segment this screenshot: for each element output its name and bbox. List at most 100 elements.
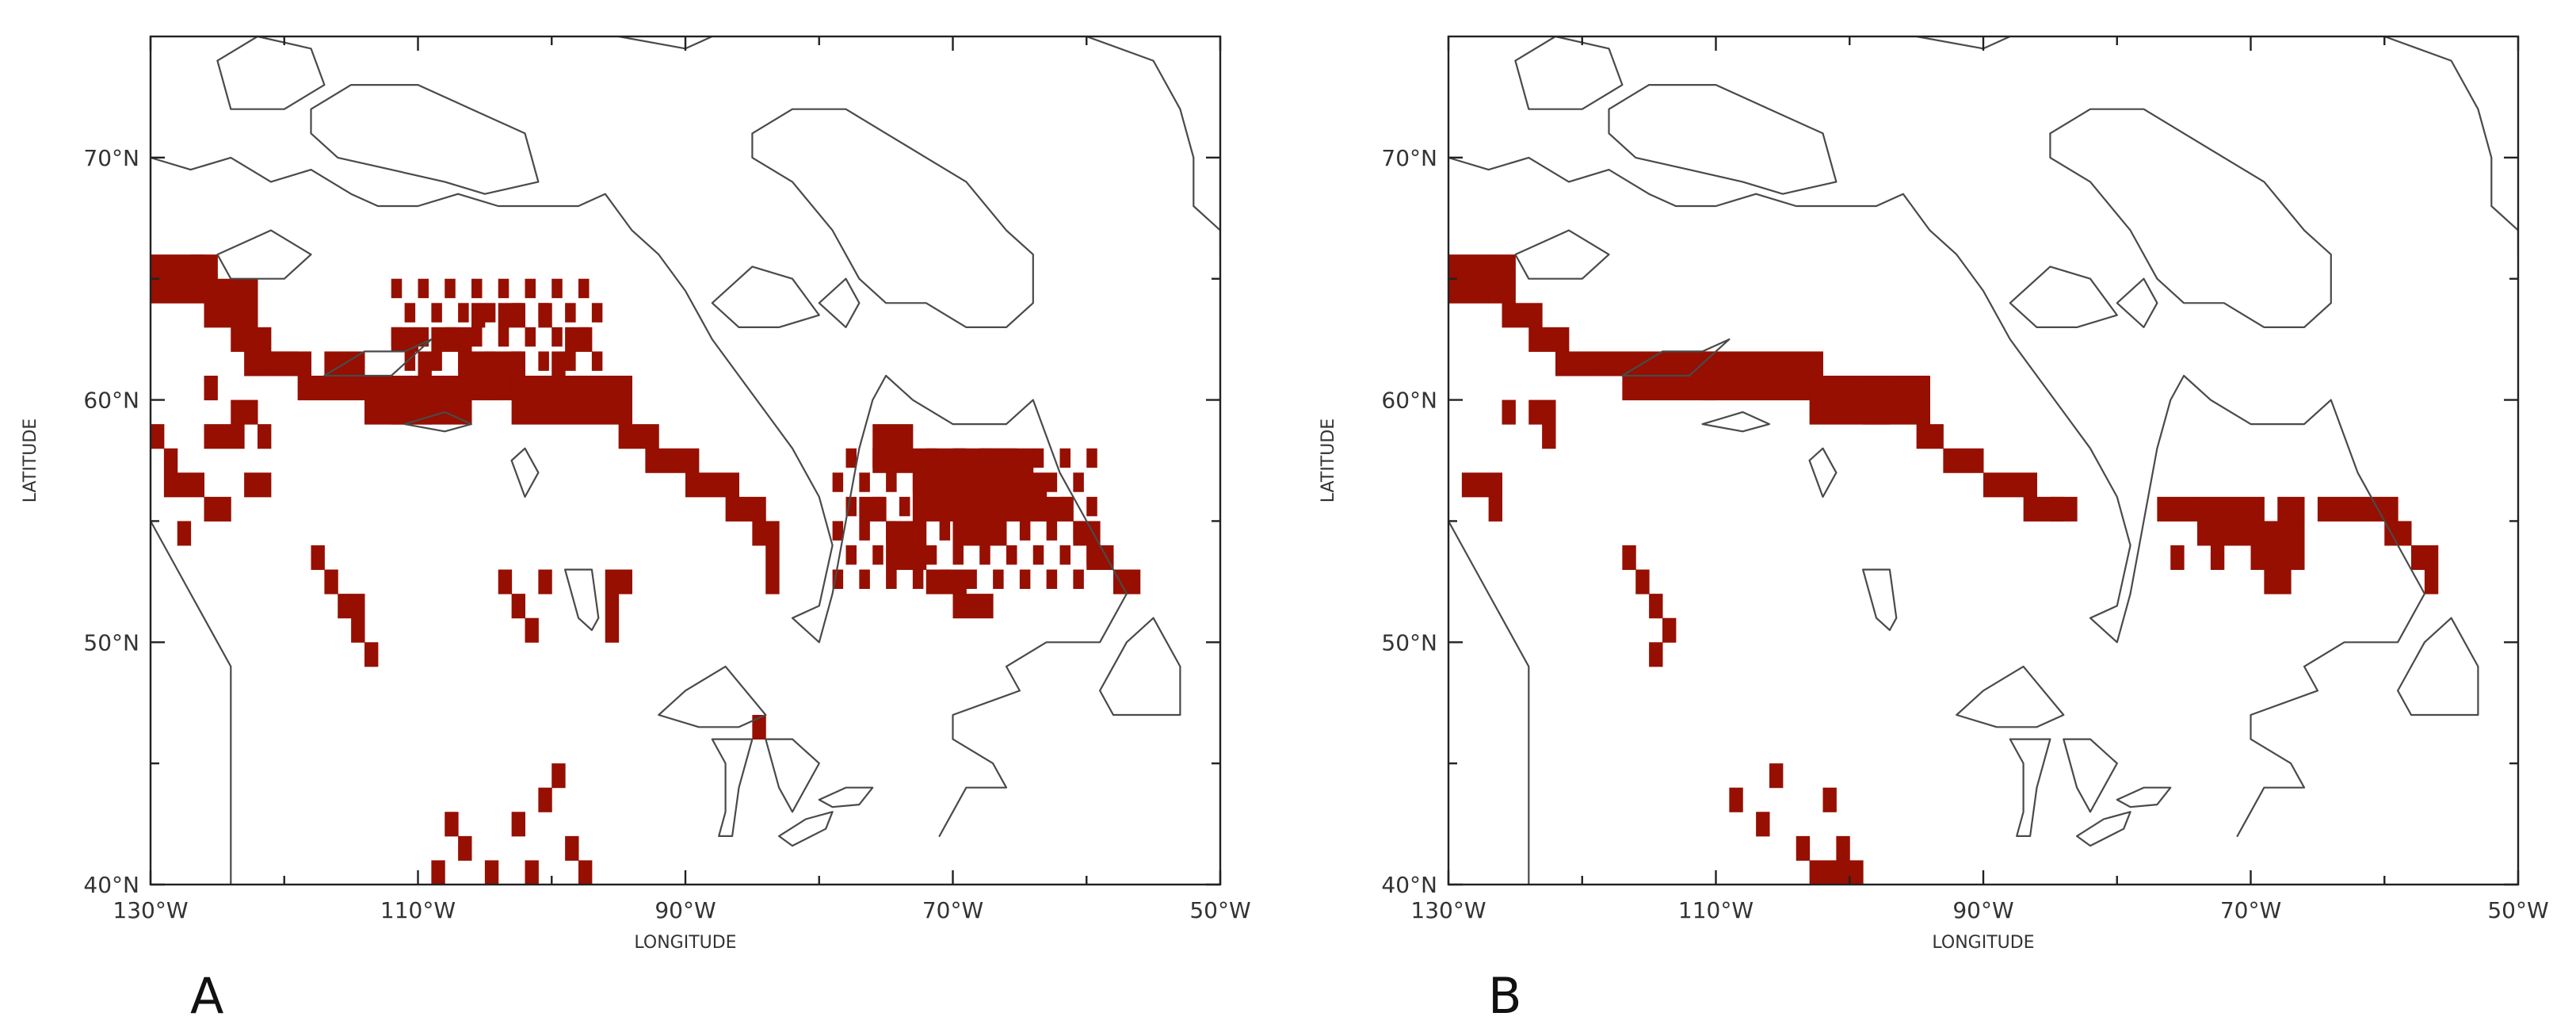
coastline-great-lakes-huron	[2063, 738, 2118, 813]
filled-cell	[498, 327, 509, 347]
x-tick-label: 70°W	[922, 897, 983, 923]
coastlines-b	[1448, 36, 2518, 885]
x-tick-labels-b: 130°W 110°W 90°W 70°W 50°W	[1410, 897, 2548, 923]
filled-cell	[1488, 254, 1516, 304]
coastline-baffin	[751, 108, 1034, 328]
filled-cell	[458, 351, 469, 371]
filled-cell	[311, 545, 325, 571]
filled-cell	[1796, 835, 1811, 861]
y-tick-label: 40°N	[83, 872, 139, 898]
filled-cell	[952, 545, 964, 565]
filled-cell	[1756, 812, 1770, 837]
filled-cell	[538, 787, 552, 812]
filled-cell	[1502, 399, 1516, 425]
filled-cell	[2210, 545, 2225, 571]
filled-cell	[511, 351, 523, 371]
filled-cell	[952, 594, 994, 619]
filled-cell	[484, 303, 496, 323]
filled-cell	[2050, 496, 2078, 522]
filled-cell	[471, 278, 483, 299]
filled-cell	[391, 327, 403, 347]
coastline-great-slave	[1621, 338, 1731, 377]
y-axis-title-b: LATITUDE	[1319, 418, 1338, 503]
y-tick-label: 50°N	[1381, 629, 1437, 655]
coastline-great-lakes-huron	[765, 738, 820, 813]
filled-cell	[1073, 569, 1084, 590]
filled-cell	[1006, 448, 1017, 468]
filled-cell	[551, 351, 566, 376]
x-tick-label: 50°W	[1189, 897, 1250, 923]
coastline-southampton	[711, 266, 820, 328]
filled-cell	[2411, 545, 2439, 571]
filled-cell	[1836, 835, 1850, 861]
y-tick-labels-b: 40°N 50°N 60°N 70°N	[1381, 145, 1437, 898]
filled-cell	[163, 472, 204, 498]
filled-cell	[204, 376, 218, 401]
filled-cell	[471, 303, 486, 328]
filled-cell	[845, 448, 857, 468]
filled-cell	[1943, 448, 1984, 473]
map-panel-b: 130°W 110°W 90°W 70°W 50°W 40°N50°N60°N70°N …	[1319, 35, 2549, 1025]
coastline-labrador-coast	[938, 593, 1128, 837]
filled-cell	[1046, 521, 1058, 541]
coastline-newfoundland	[1099, 617, 1181, 717]
filled-cell	[525, 327, 536, 347]
filled-cell	[204, 496, 231, 522]
coastline-great-lakes-erie	[778, 811, 834, 847]
coastline-greenland	[1083, 36, 1220, 256]
filled-cell	[418, 278, 429, 299]
filled-cell	[752, 715, 766, 740]
filled-cell	[565, 835, 579, 861]
filled-cell	[872, 545, 883, 565]
filled-cell	[551, 376, 563, 396]
coastline-reindeer	[510, 447, 540, 498]
filled-cell	[1086, 496, 1097, 517]
filled-cell	[431, 351, 442, 371]
filled-cell	[471, 376, 483, 396]
filled-cell	[872, 448, 883, 468]
filled-cell	[966, 569, 977, 590]
y-tick-label: 50°N	[83, 629, 139, 655]
coastline-athabasca	[1701, 411, 1771, 433]
filled-cell	[886, 521, 897, 541]
y-tick-label: 70°N	[1381, 145, 1437, 171]
filled-cell	[2277, 496, 2305, 522]
coastline-hudson-inner	[818, 277, 861, 328]
y-tick-label: 70°N	[83, 145, 139, 171]
filled-cell	[351, 594, 365, 643]
coastline-baffin	[2049, 108, 2332, 328]
filled-cell	[765, 545, 780, 594]
filled-cell	[2157, 496, 2198, 522]
filled-cell	[859, 472, 870, 492]
filled-cell	[618, 424, 659, 449]
filled-cell	[364, 642, 379, 667]
filled-cell	[912, 521, 924, 541]
filled-cell	[1622, 545, 1636, 571]
filled-cell	[939, 569, 951, 590]
filled-cell	[886, 472, 897, 492]
filled-cell	[1046, 569, 1058, 590]
filled-cell	[1983, 472, 2037, 498]
filled-cell	[498, 376, 509, 396]
coastline-great-lakes-superior	[658, 665, 767, 728]
filled-cell	[391, 278, 403, 299]
filled-cell	[578, 376, 590, 396]
coastline-great-lakes-ontario	[818, 786, 874, 808]
filled-cell	[297, 376, 325, 401]
filled-cell	[538, 351, 549, 371]
filled-cell	[832, 472, 844, 492]
filled-cell	[177, 521, 192, 546]
filled-cell	[431, 303, 442, 323]
filled-cell	[1488, 496, 1502, 522]
coastline-north-mainland	[1448, 156, 2425, 644]
x-tick-label: 110°W	[380, 897, 456, 923]
filled-cell	[591, 303, 603, 323]
filled-cell	[2317, 496, 2358, 522]
coastline-reindeer	[1808, 447, 1838, 498]
filled-cell	[431, 860, 445, 885]
filled-cell	[645, 448, 700, 473]
filled-cell	[270, 351, 311, 376]
filled-cell	[939, 472, 951, 492]
filled-cell	[204, 424, 245, 449]
